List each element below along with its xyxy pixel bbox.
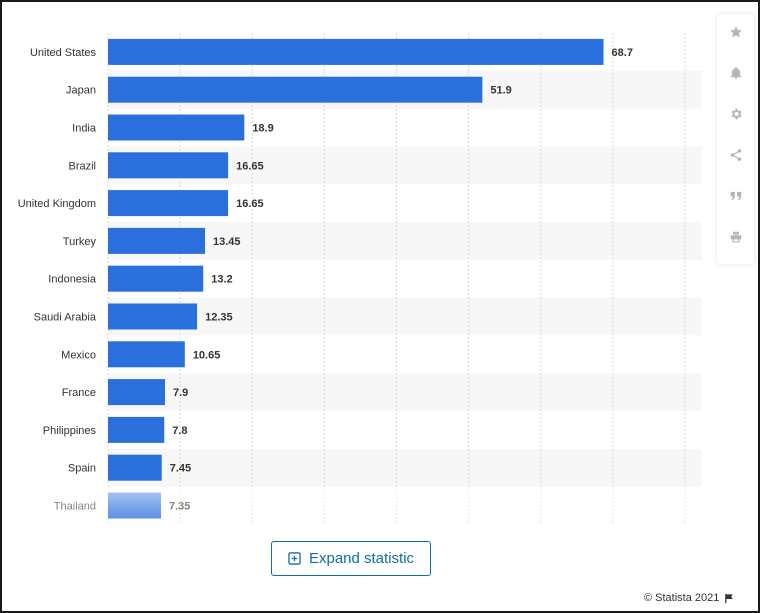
category-label: United States xyxy=(30,47,97,59)
bar[interactable] xyxy=(108,492,162,519)
value-label: 13.45 xyxy=(213,236,241,248)
category-label: United Kingdom xyxy=(18,198,96,210)
category-label: France xyxy=(62,387,96,399)
row-background xyxy=(108,222,702,260)
bar[interactable] xyxy=(108,227,206,254)
value-label: 16.65 xyxy=(236,160,264,172)
value-label: 7.8 xyxy=(172,425,187,437)
row-background xyxy=(108,297,702,336)
print-icon xyxy=(730,231,741,243)
category-label: Saudi Arabia xyxy=(34,312,97,324)
category-label: Mexico xyxy=(61,349,96,361)
value-label: 51.9 xyxy=(490,85,511,97)
row-background xyxy=(108,448,702,487)
category-label: Turkey xyxy=(63,236,97,248)
credit-text: © Statista 2021 xyxy=(644,592,720,604)
category-label: Thailand xyxy=(54,501,96,513)
value-label: 68.7 xyxy=(612,47,633,59)
gear-icon xyxy=(731,108,742,120)
value-label: 7.35 xyxy=(169,501,190,513)
bar[interactable] xyxy=(108,76,483,103)
bar[interactable] xyxy=(108,416,165,443)
bar[interactable] xyxy=(108,303,198,330)
statista-credit[interactable]: © Statista 2021 xyxy=(644,592,735,604)
share-icon xyxy=(730,149,741,161)
side-toolbar xyxy=(717,14,754,264)
bar[interactable] xyxy=(108,265,204,292)
expand-statistic-label: Expand statistic xyxy=(308,550,415,567)
cite-button[interactable] xyxy=(717,178,754,214)
bar[interactable] xyxy=(108,152,229,179)
category-label: Indonesia xyxy=(48,274,97,286)
plus-square-icon xyxy=(288,552,301,565)
bar[interactable] xyxy=(108,341,185,368)
star-icon xyxy=(729,26,742,38)
bar[interactable] xyxy=(108,114,245,141)
value-label: 7.45 xyxy=(170,463,191,475)
category-label: Japan xyxy=(66,85,96,97)
flag-icon xyxy=(725,593,734,603)
notification-button[interactable] xyxy=(717,55,754,91)
category-label: Philippines xyxy=(43,425,97,437)
bar[interactable] xyxy=(108,379,165,406)
bar[interactable] xyxy=(108,38,604,65)
value-label: 16.65 xyxy=(236,198,264,210)
bell-icon xyxy=(730,67,741,79)
category-label: India xyxy=(72,123,97,135)
settings-button[interactable] xyxy=(717,96,754,132)
share-button[interactable] xyxy=(717,137,754,173)
quote-icon xyxy=(730,191,741,201)
value-label: 10.65 xyxy=(193,349,221,361)
bar[interactable] xyxy=(108,190,229,217)
value-label: 18.9 xyxy=(252,123,273,135)
value-label: 13.2 xyxy=(211,274,232,286)
print-button[interactable] xyxy=(717,219,754,255)
value-label: 12.35 xyxy=(205,312,233,324)
star-button[interactable] xyxy=(717,14,754,50)
row-background xyxy=(108,373,702,411)
category-label: Spain xyxy=(68,463,96,475)
category-label: Brazil xyxy=(68,160,96,172)
bar[interactable] xyxy=(108,454,162,481)
expand-statistic-button[interactable]: Expand statistic xyxy=(271,541,431,576)
value-label: 7.9 xyxy=(173,387,188,399)
